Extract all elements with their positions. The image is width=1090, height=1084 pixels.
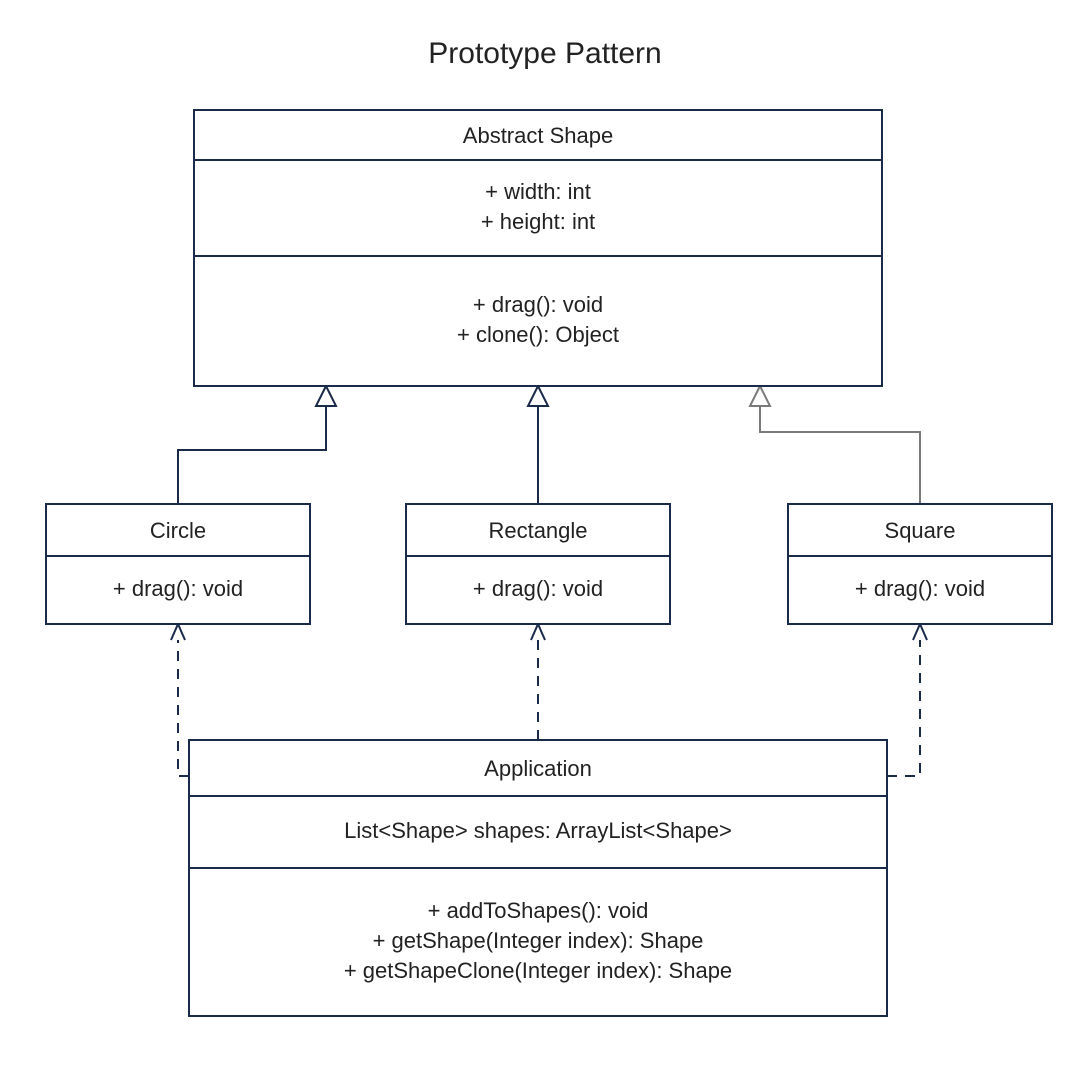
generalization-line [760,406,920,504]
class-method: + drag(): void [113,576,243,601]
dependency-arrowhead [171,624,185,640]
class-name: Rectangle [488,518,587,543]
class-method: + clone(): Object [457,322,619,347]
class-square: Square + drag(): void [788,504,1052,624]
class-name: Circle [150,518,206,543]
class-method: + addToShapes(): void [428,898,649,923]
generalization-arrowhead [750,386,770,406]
class-method: + drag(): void [855,576,985,601]
class-application: Application List<Shape> shapes: ArrayList… [189,740,887,1016]
class-name: Square [885,518,956,543]
dependency-arrowhead [531,624,545,640]
class-method: + drag(): void [473,576,603,601]
diagram-title: Prototype Pattern [428,37,661,70]
class-attribute: + width: int [485,179,591,204]
class-method: + getShape(Integer index): Shape [373,928,704,953]
uml-diagram: Prototype Pattern Abstract Shape + width: … [0,0,1090,1084]
class-abstractShape: Abstract Shape + width: int + height: int +… [194,110,882,386]
generalization-arrowhead [316,386,336,406]
class-attribute: + height: int [481,209,595,234]
generalization-arrowhead [528,386,548,406]
generalization-line [178,406,326,504]
class-name: Abstract Shape [463,123,613,148]
dependency-line [887,640,920,776]
class-method: + getShapeClone(Integer index): Shape [344,958,732,983]
dependency-line [178,640,189,776]
dependency-arrowhead [913,624,927,640]
class-rectangle: Rectangle + drag(): void [406,504,670,624]
class-circle: Circle + drag(): void [46,504,310,624]
class-attribute: List<Shape> shapes: ArrayList<Shape> [344,818,732,843]
class-method: + drag(): void [473,292,603,317]
class-name: Application [484,756,592,781]
